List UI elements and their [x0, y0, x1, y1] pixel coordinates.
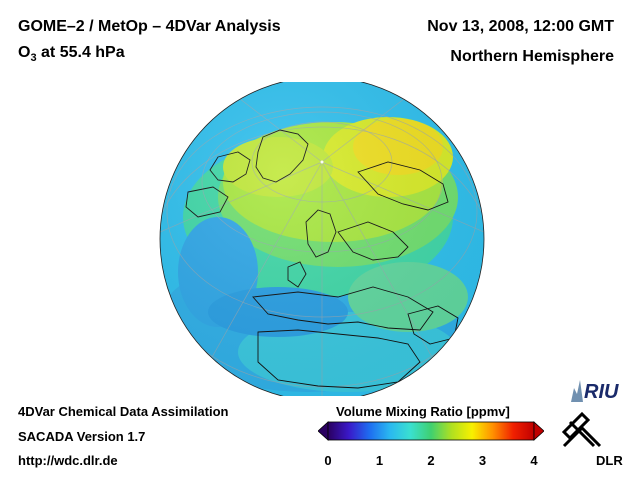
region-label: Northern Hemisphere — [450, 48, 614, 65]
dlr-logo-mark — [561, 411, 602, 448]
datetime-label: Nov 13, 2008, 12:00 GMT — [427, 18, 614, 35]
riu-logo-mark — [571, 380, 583, 402]
globe-outline — [159, 82, 485, 396]
svg-text:RIU: RIU — [584, 381, 619, 403]
map-subtitle: O3 at 55.4 hPa — [18, 44, 125, 65]
colorbar-tick-3: 3 — [478, 453, 487, 468]
colorbar-tick-4: 4 — [530, 453, 538, 468]
colorbar-title: Volume Mixing Ratio [ppmv] — [336, 404, 510, 419]
colorbar-gradient — [327, 421, 535, 441]
colorbar-tick-1: 1 — [375, 453, 384, 468]
colorbar-tick-0: 0 — [324, 453, 332, 468]
colorbar-low-arrow — [318, 421, 329, 441]
colorbar — [318, 421, 544, 441]
colorbar-high-arrow — [533, 421, 544, 441]
map-title: GOME–2 / MetOp – 4DVar Analysis — [18, 18, 281, 35]
riu-logo: RIU — [571, 380, 619, 403]
footer-line-2: SACADA Version 1.7 — [18, 429, 146, 444]
ozone-globe-map — [159, 82, 485, 396]
footer-line-1: 4DVar Chemical Data Assimilation — [18, 404, 229, 419]
dlr-logo-text: DLR — [596, 453, 623, 468]
colorbar-tick-2: 2 — [427, 453, 435, 468]
footer-url: http://wdc.dlr.de — [18, 453, 118, 468]
